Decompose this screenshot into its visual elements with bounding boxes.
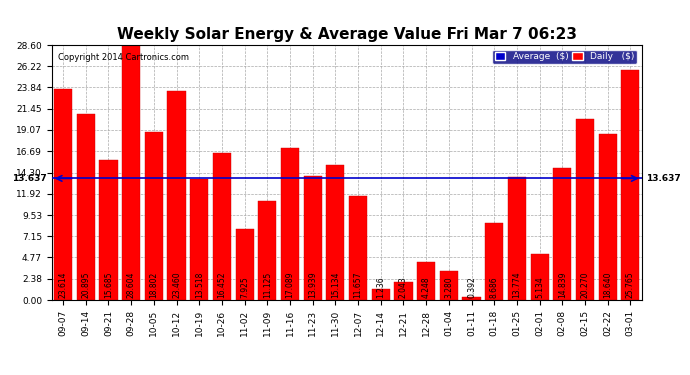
Text: 13.774: 13.774 [513, 272, 522, 298]
Bar [599, 134, 617, 300]
Bar [531, 254, 549, 300]
Legend: Average  ($), Daily   ($): Average ($), Daily ($) [492, 50, 637, 64]
Text: 14.839: 14.839 [558, 272, 566, 298]
Text: 16.452: 16.452 [217, 272, 226, 298]
Text: 15.685: 15.685 [104, 272, 113, 298]
Bar [54, 90, 72, 300]
Text: 0.392: 0.392 [467, 276, 476, 298]
Bar [349, 196, 367, 300]
Text: 13.637: 13.637 [647, 174, 681, 183]
Text: 13.637: 13.637 [12, 174, 47, 183]
Bar [190, 180, 208, 300]
Text: 23.614: 23.614 [59, 272, 68, 298]
Bar [304, 176, 322, 300]
Bar [258, 201, 277, 300]
Text: 28.604: 28.604 [127, 272, 136, 298]
Text: 13.518: 13.518 [195, 272, 204, 298]
Text: 18.640: 18.640 [603, 272, 612, 298]
Bar [77, 114, 95, 300]
Text: Copyright 2014 Cartronics.com: Copyright 2014 Cartronics.com [58, 53, 188, 62]
Bar [235, 230, 254, 300]
Text: 20.270: 20.270 [580, 272, 589, 298]
Bar [145, 132, 163, 300]
Bar [168, 91, 186, 300]
Bar [621, 70, 640, 300]
Bar [372, 289, 390, 300]
Bar [508, 177, 526, 300]
Text: 20.895: 20.895 [81, 272, 90, 298]
Text: 17.089: 17.089 [286, 272, 295, 298]
Bar [213, 153, 231, 300]
Text: 4.248: 4.248 [422, 277, 431, 298]
Text: 5.134: 5.134 [535, 276, 544, 298]
Text: 13.939: 13.939 [308, 272, 317, 298]
Bar [326, 165, 344, 300]
Bar [440, 271, 458, 300]
Text: 1.236: 1.236 [376, 277, 385, 298]
Text: 11.657: 11.657 [353, 272, 362, 298]
Bar [417, 262, 435, 300]
Bar [99, 160, 117, 300]
Text: 18.802: 18.802 [149, 272, 159, 298]
Bar [395, 282, 413, 300]
Bar [485, 222, 503, 300]
Text: 25.765: 25.765 [626, 272, 635, 298]
Text: 8.686: 8.686 [490, 277, 499, 298]
Bar [281, 148, 299, 300]
Bar [553, 168, 571, 300]
Bar [576, 119, 594, 300]
Text: 23.460: 23.460 [172, 272, 181, 298]
Text: 3.280: 3.280 [444, 277, 453, 298]
Text: 2.043: 2.043 [399, 276, 408, 298]
Bar [122, 45, 140, 300]
Text: 11.125: 11.125 [263, 272, 272, 298]
Text: 7.925: 7.925 [240, 276, 249, 298]
Title: Weekly Solar Energy & Average Value Fri Mar 7 06:23: Weekly Solar Energy & Average Value Fri … [117, 27, 577, 42]
Text: 15.134: 15.134 [331, 272, 340, 298]
Bar [462, 297, 481, 300]
